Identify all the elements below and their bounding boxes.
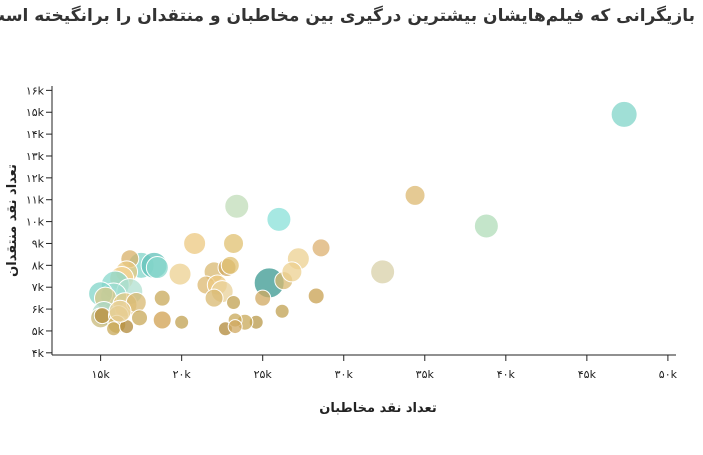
y-tick-label: ۶k <box>32 303 45 316</box>
data-point[interactable] <box>174 314 190 330</box>
data-point[interactable] <box>274 303 290 319</box>
data-point[interactable] <box>223 232 245 254</box>
x-tick-label: ۲۰k <box>173 368 192 381</box>
y-axis: ۴k ۵k ۶k ۷k ۸k ۹k ۱۰k ۱۱k ۱۲k ۱۳k ۱۴k ۱۵k ۱۶k <box>26 84 52 360</box>
y-tick-label: ۷k <box>32 281 45 294</box>
y-tick-label: ۱۵k <box>26 106 45 119</box>
y-tick-label: ۴k <box>32 347 45 360</box>
data-point[interactable] <box>152 310 172 330</box>
data-point[interactable] <box>93 307 111 325</box>
chart-title: بازیگرانی که فیلم‌هایشان بیشترین درگیری … <box>0 6 695 26</box>
data-point[interactable] <box>266 206 292 232</box>
x-tick-label: ۴۵k <box>578 368 597 381</box>
data-point[interactable] <box>224 193 250 219</box>
y-tick-label: ۱۰k <box>26 216 45 229</box>
data-point[interactable] <box>168 262 192 286</box>
data-point[interactable] <box>145 256 169 280</box>
y-tick-label: ۸k <box>32 259 45 272</box>
x-axis-title: تعداد نقد مخاطبان <box>319 401 436 416</box>
data-point[interactable] <box>153 289 171 307</box>
data-point[interactable] <box>610 100 638 128</box>
y-tick-label: ۵k <box>32 325 45 338</box>
data-point[interactable] <box>108 299 132 323</box>
data-point[interactable] <box>106 321 122 337</box>
x-tick-label: ۳۰k <box>335 368 354 381</box>
y-tick-label: ۱۶k <box>26 84 45 97</box>
data-point[interactable] <box>370 259 396 285</box>
y-tick-label: ۱۱k <box>26 194 45 207</box>
data-point[interactable] <box>281 261 303 283</box>
y-tick-label: ۹k <box>32 237 45 250</box>
data-point[interactable] <box>311 238 331 258</box>
y-tick-label: ۱۲k <box>26 172 45 185</box>
data-point[interactable] <box>473 213 499 239</box>
x-axis: ۱۵k ۲۰k ۲۵k ۳۰k ۳۵k ۴۰k ۴۵k ۵۰k <box>92 355 678 381</box>
data-point[interactable] <box>227 319 243 335</box>
data-point[interactable] <box>204 288 224 308</box>
data-point[interactable] <box>404 184 426 206</box>
y-tick-label: ۱۳k <box>26 150 45 163</box>
x-tick-label: ۵۰k <box>659 368 678 381</box>
data-point[interactable] <box>226 295 242 311</box>
y-tick-label: ۱۴k <box>26 128 45 141</box>
data-point[interactable] <box>183 231 207 255</box>
y-axis-title: تعداد نقد منتقدان <box>5 164 20 277</box>
bubble-layer <box>88 100 638 337</box>
x-tick-label: ۲۵k <box>254 368 273 381</box>
data-point[interactable] <box>220 255 240 275</box>
data-point[interactable] <box>131 309 149 327</box>
x-tick-label: ۳۵k <box>416 368 435 381</box>
data-point[interactable] <box>254 289 272 307</box>
data-point[interactable] <box>307 287 325 305</box>
x-tick-label: ۴۰k <box>497 368 516 381</box>
x-tick-label: ۱۵k <box>92 368 111 381</box>
